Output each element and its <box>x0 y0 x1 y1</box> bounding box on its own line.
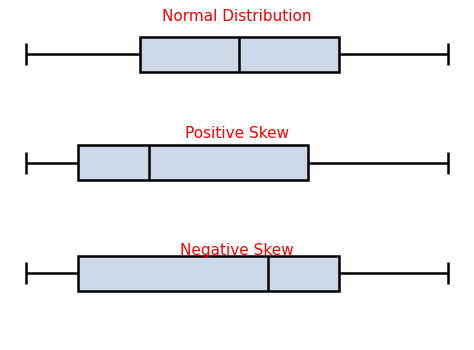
Bar <box>140 37 339 72</box>
Bar <box>78 145 308 180</box>
Text: Negative Skew: Negative Skew <box>180 243 294 258</box>
Text: Positive Skew: Positive Skew <box>185 126 289 141</box>
Bar <box>78 256 339 290</box>
Text: Normal Distribution: Normal Distribution <box>162 9 312 24</box>
